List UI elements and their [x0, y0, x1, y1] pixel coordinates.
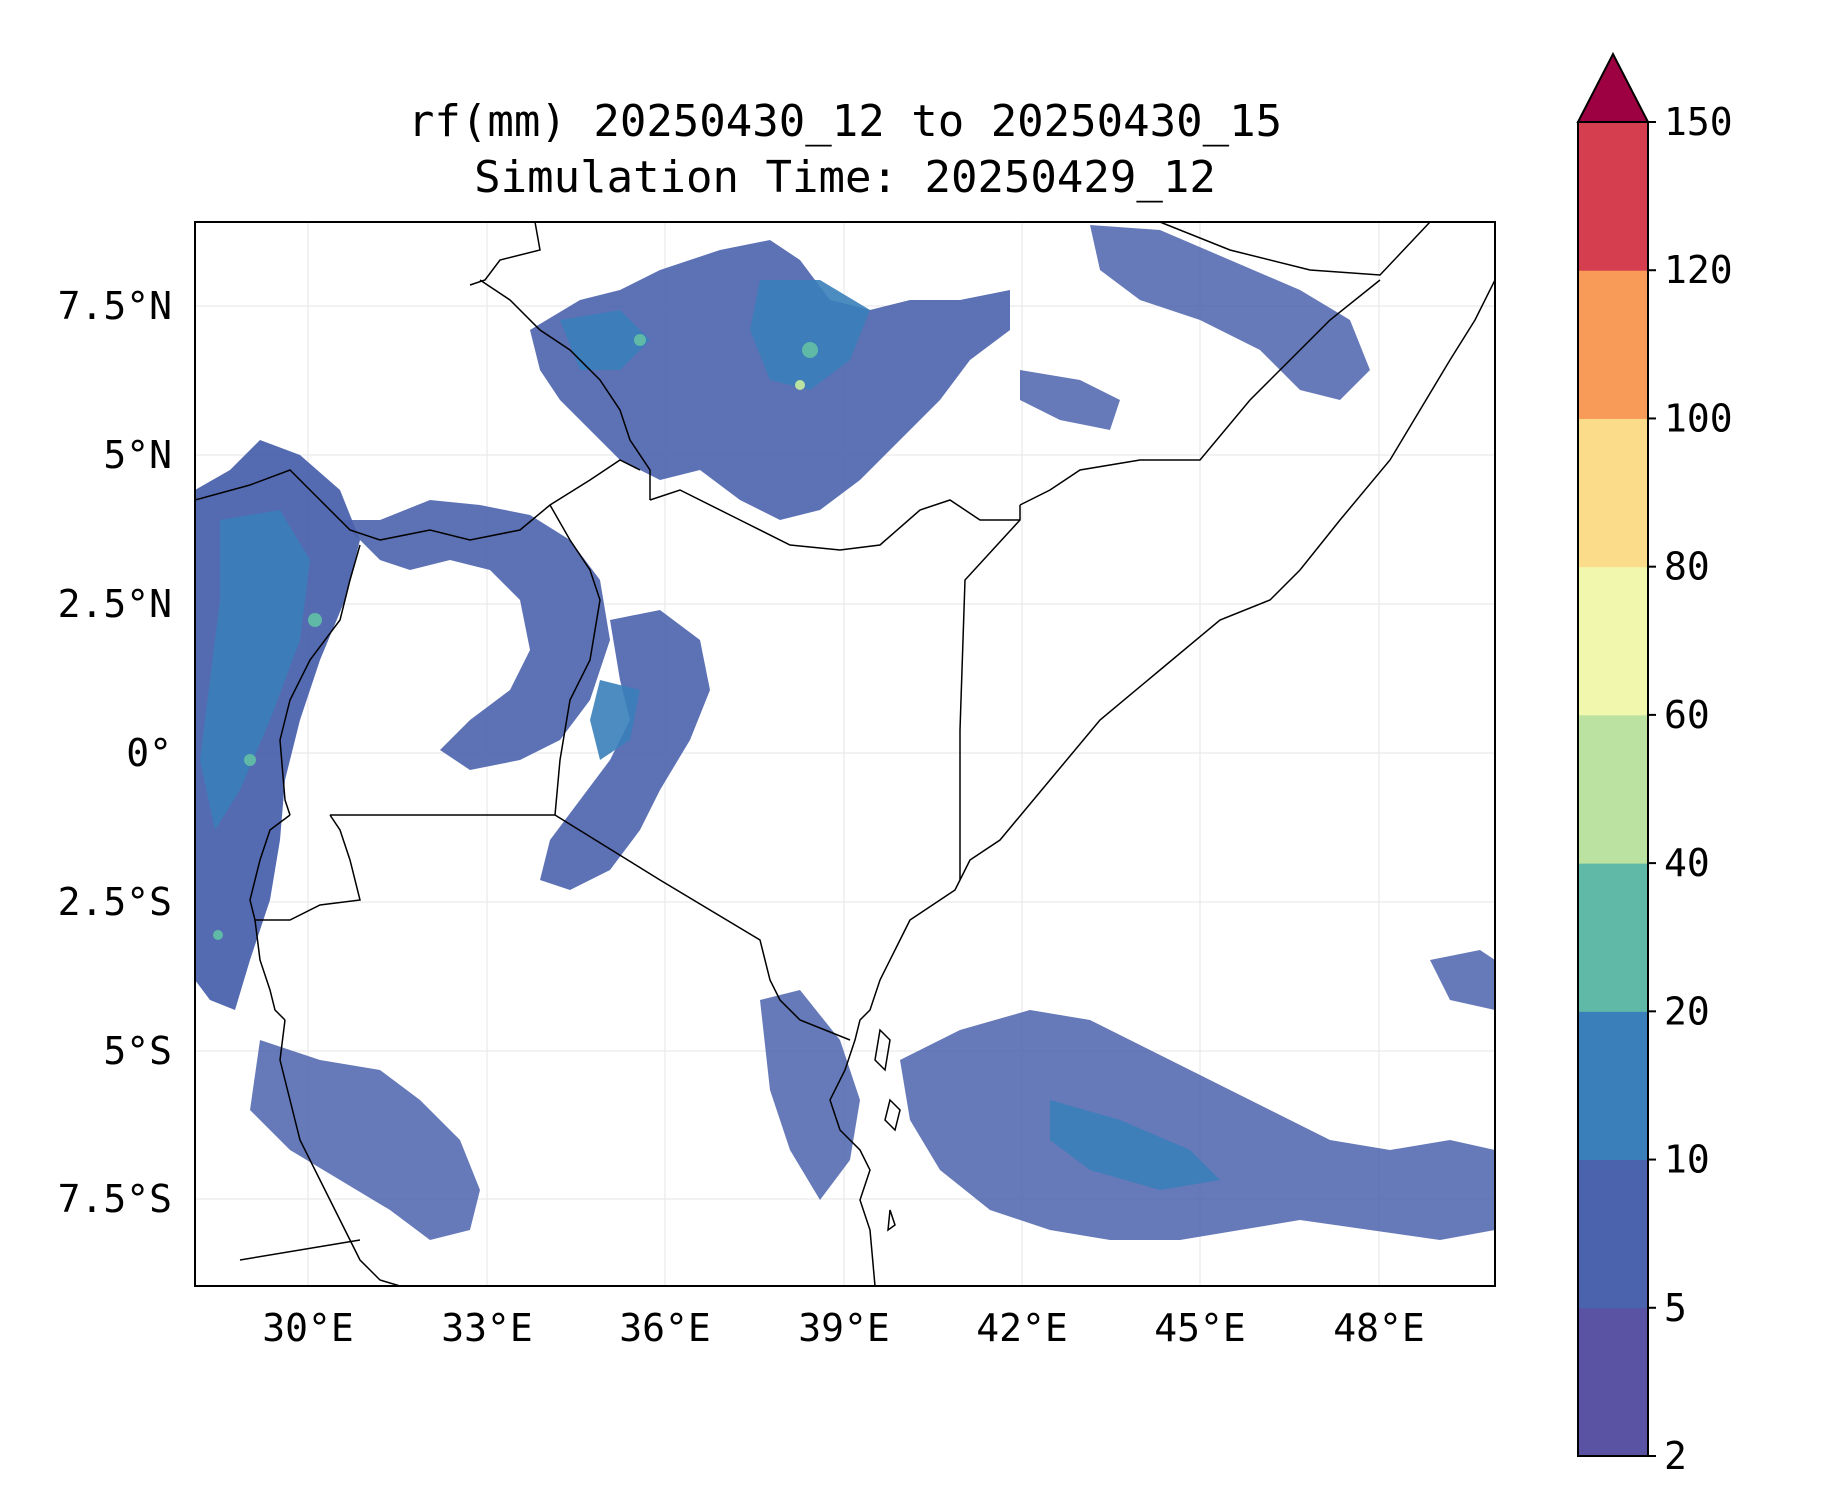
colorbar-segment	[1578, 863, 1648, 1012]
colorbar-tick-label: 5	[1664, 1286, 1687, 1330]
colorbar-tick-label: 10	[1664, 1138, 1710, 1182]
border-sudan-top	[469, 222, 541, 286]
colorbar-extend-arrow	[1576, 51, 1650, 123]
rain-area-indian-ocean-east	[1430, 950, 1495, 1010]
colorbar-segment	[1578, 1159, 1648, 1309]
colorbar-tick-label: 80	[1664, 545, 1710, 589]
rain-area-indian-ocean	[900, 1010, 1495, 1240]
colorbar-segment	[1578, 270, 1648, 419]
map-frame	[194, 221, 1496, 1287]
x-tick-label: 45°E	[1154, 1306, 1246, 1350]
rain-heavy-spot	[213, 930, 223, 940]
colorbar: 2 5 10 20 40 60 80 100 120 150	[1576, 51, 1733, 1478]
rain-area-northeast	[1090, 225, 1370, 400]
rain-moderate-ethiopia-west	[560, 310, 650, 370]
border-tanzania-north	[330, 814, 851, 1041]
y-tick-label: 5°N	[103, 433, 172, 477]
rain-area-uganda	[340, 500, 610, 770]
map-subtitle: Simulation Time: 20250429_12	[474, 152, 1216, 203]
coastline	[829, 279, 1495, 1286]
border-tanzania-west	[279, 1019, 401, 1286]
x-tick-label: 39°E	[798, 1306, 890, 1350]
x-tick-label: 36°E	[619, 1306, 711, 1350]
colorbar-segment	[1578, 122, 1648, 271]
y-axis-ticks: 7.5°N 5°N 2.5°N 0° 2.5°S 5°S 7.5°S	[58, 284, 172, 1221]
border-uganda-kenya	[549, 504, 601, 816]
island-mafia	[887, 1209, 896, 1232]
colorbar-segment	[1578, 1307, 1648, 1457]
colorbar-tick-label: 60	[1664, 693, 1710, 737]
rain-moderate-kenya	[590, 680, 640, 760]
y-tick-label: 2.5°N	[58, 582, 172, 626]
border-ethiopia-sudan	[479, 279, 651, 500]
rain-area-south-coast	[760, 990, 860, 1200]
x-axis-ticks: 30°E 33°E 36°E 39°E 42°E 45°E 48°E	[262, 1306, 1425, 1350]
rain-heavy-spot	[634, 334, 646, 346]
y-tick-label: 7.5°S	[58, 1177, 172, 1221]
x-tick-label: 30°E	[262, 1306, 354, 1350]
border-uganda-west	[279, 544, 361, 816]
map-title: rf(mm) 20250430_12 to 20250430_15	[407, 96, 1283, 147]
rain-area-kenya-highlands	[540, 610, 710, 890]
colorbar-segment	[1578, 418, 1648, 568]
rain-area-tanzania	[250, 1040, 480, 1240]
border-ethiopia-kenya	[649, 489, 1020, 551]
colorbar-tick-label: 120	[1664, 248, 1733, 292]
x-tick-label: 42°E	[976, 1306, 1068, 1350]
rain-heavy-spot	[308, 613, 322, 627]
colorbar-segment	[1578, 714, 1648, 864]
colorbar-tick-label: 40	[1664, 841, 1710, 885]
rain-moderate-ocean	[1050, 1100, 1220, 1190]
border-south-sudan	[195, 459, 641, 541]
rain-moderate-ethiopia	[750, 280, 870, 390]
colorbar-tick-label: 100	[1664, 396, 1733, 440]
colorbar-tick-label: 2	[1664, 1434, 1687, 1478]
x-tick-label: 33°E	[441, 1306, 533, 1350]
border-tanzania-southwest	[239, 1239, 361, 1261]
border-yemen-gulf	[1159, 222, 1431, 276]
rain-heavy-spot	[795, 380, 805, 390]
colorbar-segment	[1578, 566, 1648, 716]
island-pemba	[884, 1098, 901, 1132]
island-zanzibar	[874, 1028, 891, 1072]
colorbar-tick-label: 150	[1664, 100, 1733, 144]
rain-moderate-west	[200, 510, 310, 830]
country-borders	[195, 222, 1495, 1286]
y-tick-label: 5°S	[103, 1029, 172, 1073]
y-tick-label: 7.5°N	[58, 284, 172, 328]
y-tick-label: 0°	[126, 731, 172, 775]
border-rwanda-burundi	[249, 814, 361, 921]
rain-heavy-spot	[802, 342, 818, 358]
x-tick-label: 48°E	[1333, 1306, 1425, 1350]
colorbar-frame	[1577, 121, 1649, 1457]
border-ethiopia-somalia	[1019, 279, 1381, 506]
rain-area-ethiopia-east	[1020, 370, 1120, 430]
y-tick-label: 2.5°S	[58, 880, 172, 924]
rain-heavy-spot	[244, 754, 256, 766]
border-kenya-somalia	[959, 505, 1021, 880]
rainfall-field	[195, 225, 1495, 1240]
colorbar-segment	[1578, 1011, 1648, 1161]
border-burundi	[254, 919, 286, 1021]
colorbar-tick-label: 20	[1664, 989, 1710, 1033]
